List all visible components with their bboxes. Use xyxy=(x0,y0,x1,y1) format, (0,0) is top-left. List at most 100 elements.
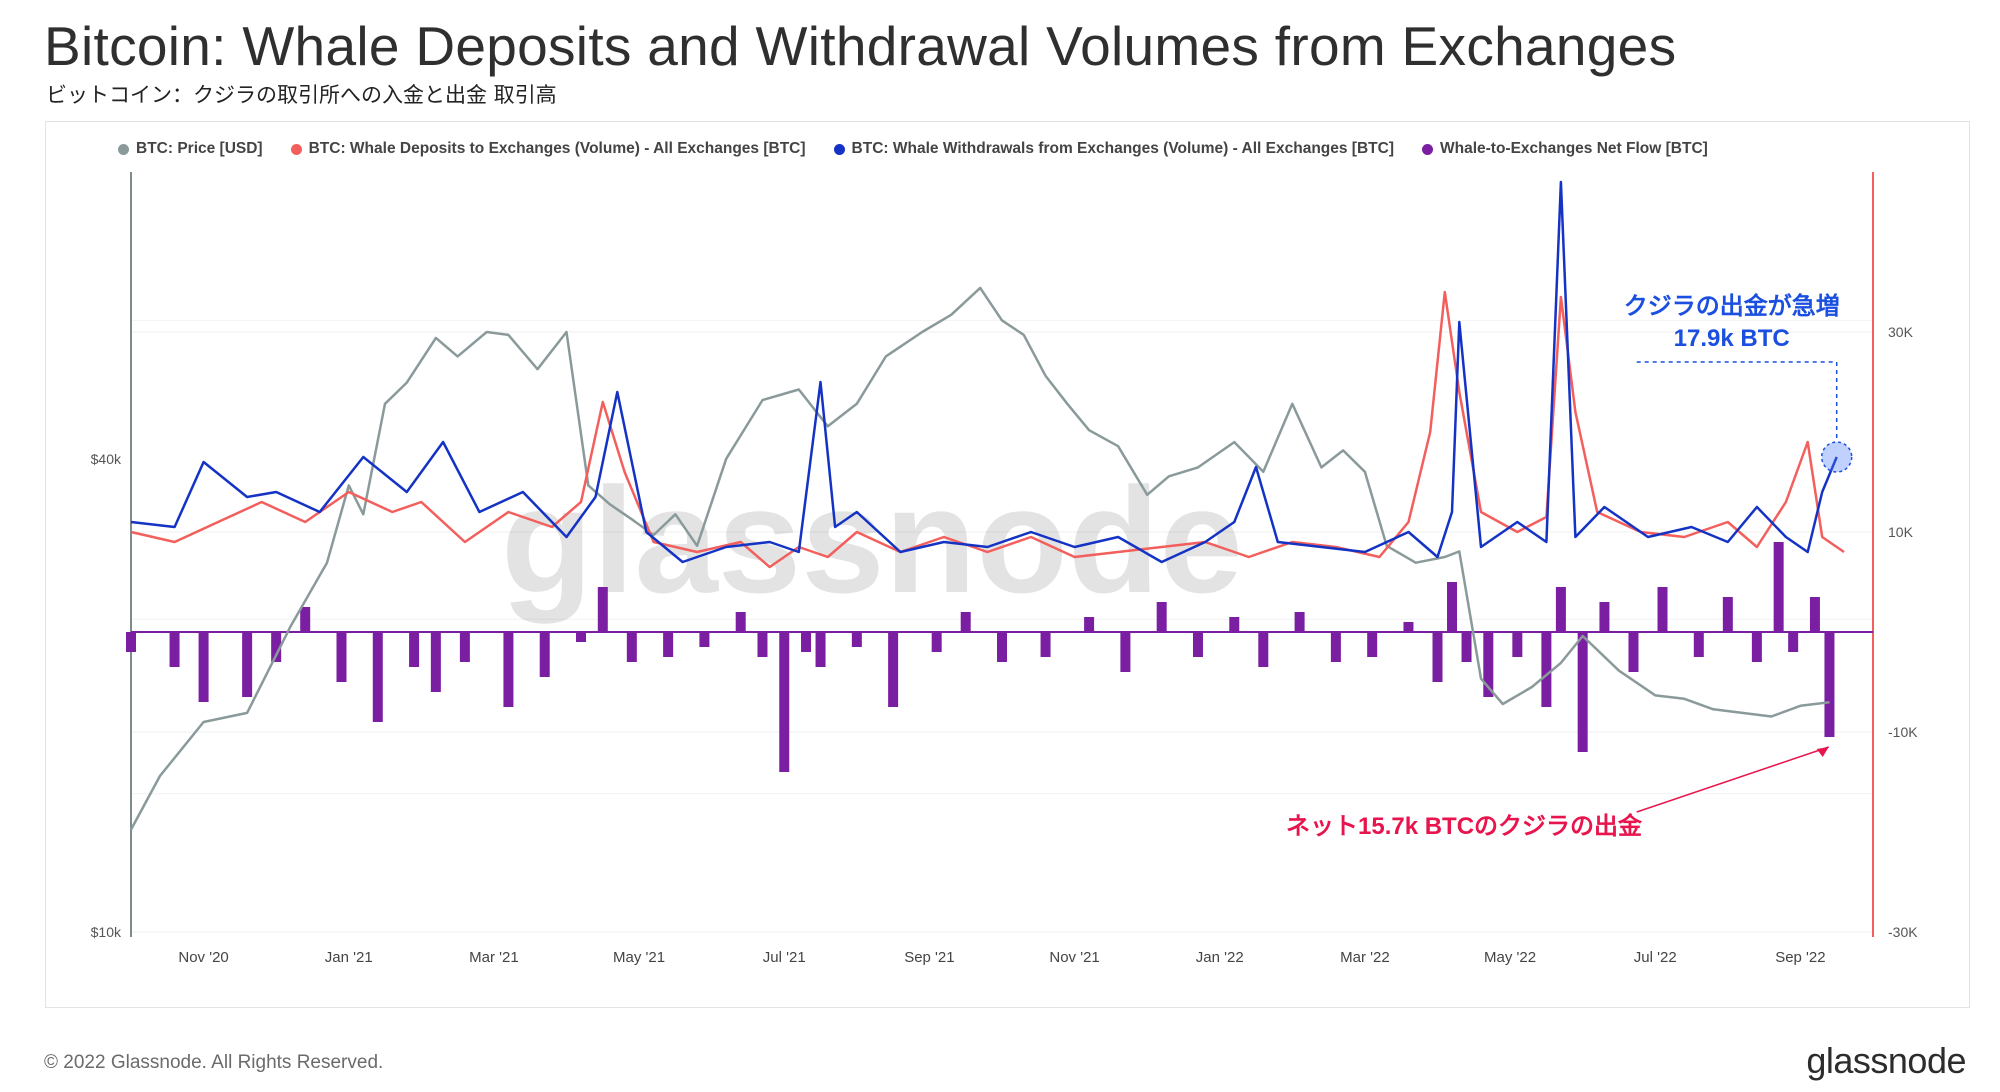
netflow-bar xyxy=(1120,632,1131,672)
netflow-bar xyxy=(126,632,136,652)
netflow-bar xyxy=(1657,587,1668,632)
netflow-bar xyxy=(1788,632,1799,652)
netflow-callout-arrowhead xyxy=(1816,747,1829,757)
netflow-bar xyxy=(503,632,514,707)
withdrawal-callout-line xyxy=(1636,361,1838,441)
x-tick-label: Jan '21 xyxy=(325,949,373,966)
legend-item-price[interactable]: BTC: Price [USD] xyxy=(118,140,263,158)
netflow-bar xyxy=(779,632,790,772)
x-tick-label: Mar '22 xyxy=(1340,949,1390,966)
netflow-bar xyxy=(1773,542,1784,632)
chart-panel: glassnode $10k $40k -30K -10K 10K 30K Nov '20 Ja… xyxy=(45,121,1970,1008)
y-left-tick-label: $10k xyxy=(91,924,122,940)
netflow-bar xyxy=(757,632,768,657)
netflow-bar xyxy=(1809,597,1820,632)
x-tick-label: Mar '21 xyxy=(469,949,519,966)
netflow-bar xyxy=(1367,632,1378,657)
netflow-bar xyxy=(801,632,812,652)
annotation-withdrawal-value: 17.9k BTC xyxy=(1674,325,1790,352)
netflow-bar xyxy=(626,632,637,662)
netflow-bar xyxy=(1192,632,1203,657)
netflow-bar xyxy=(1577,632,1588,752)
netflow-bar xyxy=(459,632,470,662)
legend-dot-netflow xyxy=(1421,143,1433,155)
x-tick-label: Sep '21 xyxy=(904,949,954,966)
netflow-callout-line xyxy=(1636,746,1829,813)
netflow-bar xyxy=(1751,632,1762,662)
y-right-tick-label: 10K xyxy=(1888,524,1914,540)
series-line-price xyxy=(129,286,1830,831)
netflow-bar xyxy=(1330,632,1341,662)
x-tick-label: May '22 xyxy=(1484,949,1536,966)
netflow-bar xyxy=(1599,602,1610,632)
netflow-bar xyxy=(1541,632,1552,707)
netflow-bar xyxy=(1461,632,1472,662)
legend-dot-deposits xyxy=(290,143,302,155)
x-tick-label: Nov '21 xyxy=(1049,949,1099,966)
netflow-bar xyxy=(960,612,971,632)
legend-label-deposits: BTC: Whale Deposits to Exchanges (Volume… xyxy=(308,140,806,157)
netflow-bar xyxy=(1403,622,1414,632)
netflow-bar xyxy=(1294,612,1305,632)
y-right-tick-label: -10K xyxy=(1888,724,1918,740)
x-tick-label: Jul '22 xyxy=(1634,949,1677,966)
netflow-bar xyxy=(888,632,899,707)
legend-item-netflow[interactable]: Whale-to-Exchanges Net Flow [BTC] xyxy=(1421,140,1708,158)
netflow-bar xyxy=(1722,597,1733,632)
netflow-bar xyxy=(1483,632,1494,697)
netflow-bar xyxy=(1084,617,1095,632)
annotation-net-outflow: ネット15.7k BTCのクジラの出金 xyxy=(1286,812,1643,840)
netflow-bar xyxy=(931,632,942,652)
netflow-bar xyxy=(1447,582,1458,632)
annotation-withdrawal-spike: クジラの出金が急増 xyxy=(1624,292,1840,320)
x-tick-label: Jan '22 xyxy=(1196,949,1244,966)
netflow-bar xyxy=(539,632,550,677)
legend-label-price: BTC: Price [USD] xyxy=(136,140,263,157)
netflow-bar xyxy=(997,632,1007,662)
netflow-bar xyxy=(1040,632,1051,657)
netflow-bar xyxy=(1156,602,1167,632)
series-line-withdrawals xyxy=(130,180,1838,564)
netflow-bar xyxy=(735,612,746,632)
netflow-bar xyxy=(576,632,587,642)
netflow-bar xyxy=(1693,632,1704,657)
netflow-bar xyxy=(1432,632,1443,682)
x-tick-label: Nov '20 xyxy=(178,949,228,966)
netflow-bar xyxy=(336,632,347,682)
netflow-bar xyxy=(699,632,710,647)
netflow-bar xyxy=(409,632,420,667)
netflow-bar xyxy=(198,632,209,702)
netflow-bar xyxy=(1555,587,1566,632)
netflow-bar xyxy=(1258,632,1269,667)
x-tick-label: May '21 xyxy=(613,949,665,966)
netflow-bar xyxy=(851,632,862,647)
legend-dot-withdrawals xyxy=(833,143,845,155)
netflow-bar xyxy=(1628,632,1639,672)
chart-title: Bitcoin: Whale Deposits and Withdrawal V… xyxy=(44,15,1677,77)
legend-item-deposits[interactable]: BTC: Whale Deposits to Exchanges (Volume… xyxy=(290,140,806,158)
netflow-bar xyxy=(300,607,311,632)
x-tick-label: Sep '22 xyxy=(1775,949,1825,966)
legend-label-netflow: Whale-to-Exchanges Net Flow [BTC] xyxy=(1439,140,1708,157)
netflow-bar xyxy=(271,632,282,662)
footer-copyright: © 2022 Glassnode. All Rights Reserved. xyxy=(44,1052,384,1073)
chart-subtitle: ビットコイン：クジラの取引所への入金と出金 取引高 xyxy=(46,83,557,107)
y-right-tick-label: -30K xyxy=(1888,924,1918,940)
y-right-tick-label: 30K xyxy=(1888,324,1914,340)
withdrawal-spike-marker xyxy=(1820,441,1853,473)
netflow-bar xyxy=(815,632,826,667)
netflow-bar xyxy=(663,632,674,657)
y-left-tick-label: $40k xyxy=(91,451,122,467)
netflow-bar xyxy=(169,632,180,667)
legend-dot-price xyxy=(118,143,129,155)
netflow-bar xyxy=(1512,632,1523,657)
legend: BTC: Price [USD] BTC: Whale Deposits to … xyxy=(118,140,1708,158)
series-line-deposits xyxy=(130,290,1845,569)
netflow-bar xyxy=(597,587,608,632)
netflow-bar xyxy=(1824,632,1835,737)
netflow-bar xyxy=(242,632,253,697)
legend-label-withdrawals: BTC: Whale Withdrawals from Exchanges (V… xyxy=(851,140,1394,157)
netflow-bar xyxy=(430,632,441,692)
legend-item-withdrawals[interactable]: BTC: Whale Withdrawals from Exchanges (V… xyxy=(833,140,1394,158)
